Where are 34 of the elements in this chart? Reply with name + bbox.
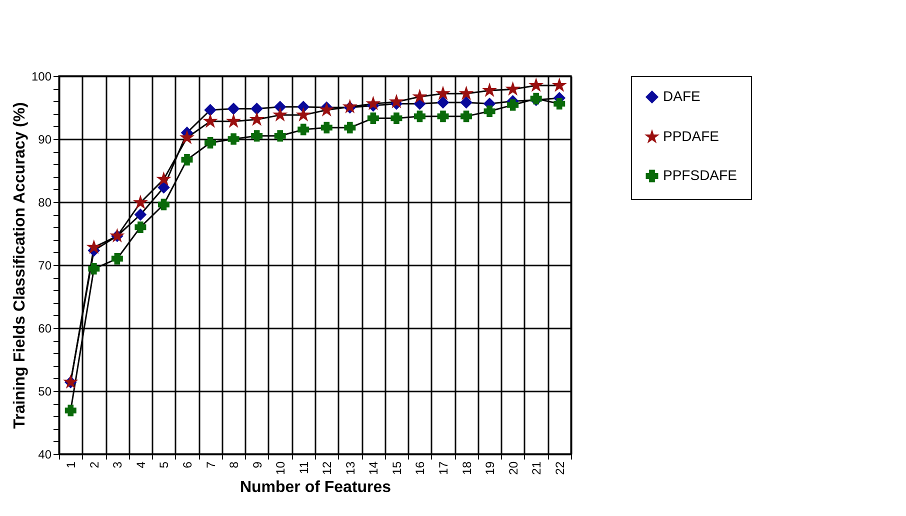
- x-tick-label: 6: [180, 461, 194, 468]
- x-axis-title: Number of Features: [240, 478, 392, 496]
- x-tick-label: 4: [134, 461, 148, 468]
- x-tick-label: 13: [343, 461, 358, 475]
- y-tick-label: 70: [38, 258, 52, 272]
- legend-label: DAFE: [663, 88, 700, 104]
- x-tick-label: 9: [250, 461, 264, 468]
- y-tick-label: 100: [31, 70, 52, 84]
- y-tick-label: 40: [38, 448, 52, 462]
- x-tick-label: 22: [552, 461, 567, 475]
- legend-label: PPFSDAFE: [663, 167, 737, 183]
- x-tick-label: 14: [366, 461, 381, 475]
- x-tick-label: 19: [483, 461, 498, 475]
- x-tick-label: 2: [87, 461, 102, 468]
- x-tick-label: 15: [390, 461, 404, 475]
- y-axis-title: Training Fields Classification Accuracy (%): [11, 102, 28, 429]
- x-tick-label: 10: [274, 461, 288, 475]
- x-tick-label: 12: [320, 461, 334, 475]
- x-tick-label: 5: [157, 461, 172, 468]
- x-tick-label: 21: [530, 461, 544, 475]
- y-tick-label: 50: [38, 384, 52, 398]
- x-tick-label: 17: [436, 461, 450, 475]
- x-tick-label: 20: [506, 461, 520, 475]
- y-tick-label: 60: [38, 322, 52, 336]
- y-tick-label: 80: [38, 196, 52, 210]
- x-tick-label: 18: [460, 461, 474, 475]
- x-tick-label: 7: [204, 461, 218, 468]
- x-tick-label: 16: [413, 461, 428, 475]
- x-tick-label: 3: [110, 461, 125, 468]
- x-tick-label: 8: [227, 461, 242, 468]
- x-tick-label: 1: [64, 461, 78, 468]
- x-tick-label: 11: [296, 461, 311, 474]
- y-tick-label: 90: [38, 132, 52, 146]
- legend-label: PPDAFE: [663, 128, 720, 144]
